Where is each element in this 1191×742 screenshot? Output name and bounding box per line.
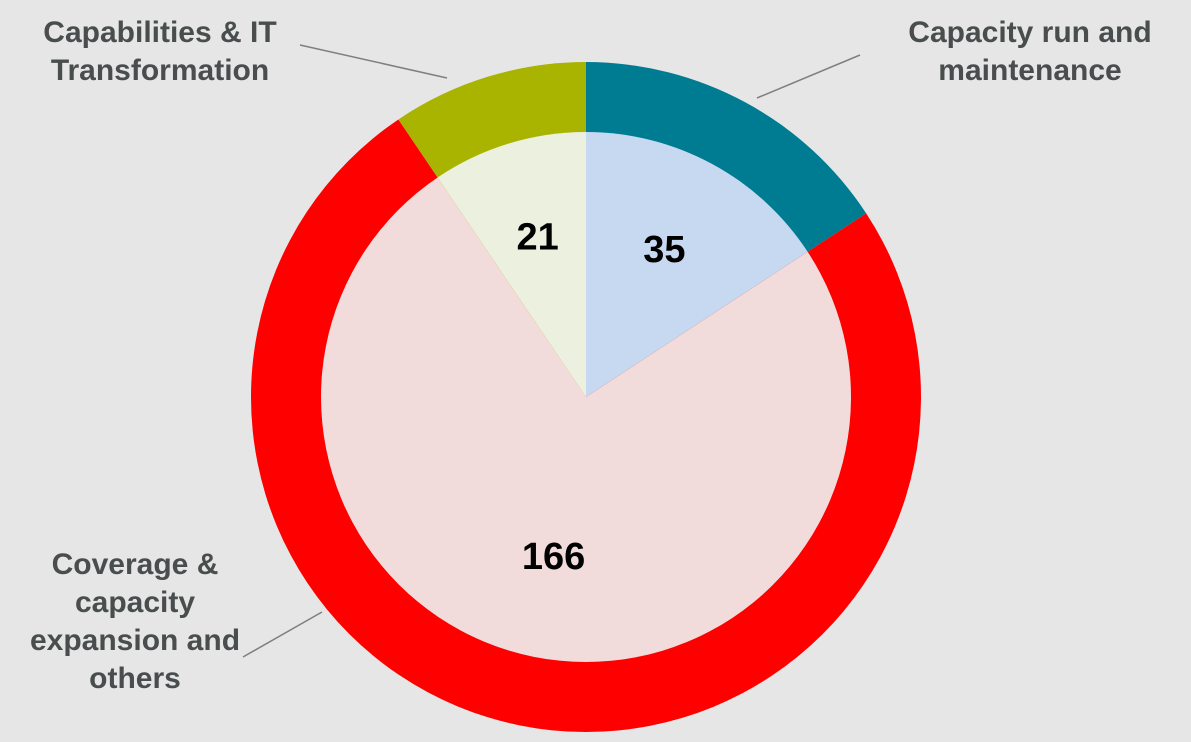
pie-slice-inner xyxy=(321,177,852,662)
pie-slice-inner xyxy=(437,132,586,397)
value-label: 166 xyxy=(522,536,585,578)
value-label: 35 xyxy=(643,229,685,271)
leader-line xyxy=(299,44,448,79)
category-label: Capacity run and maintenance xyxy=(908,16,1152,87)
value-label: 21 xyxy=(517,216,559,258)
pie-slice-inner xyxy=(586,132,808,397)
category-label: Capabilities & IT Transformation xyxy=(43,16,277,87)
leader-line xyxy=(756,54,861,99)
category-label: Coverage & capacity expansion and others xyxy=(29,548,241,695)
leader-line xyxy=(242,611,323,658)
